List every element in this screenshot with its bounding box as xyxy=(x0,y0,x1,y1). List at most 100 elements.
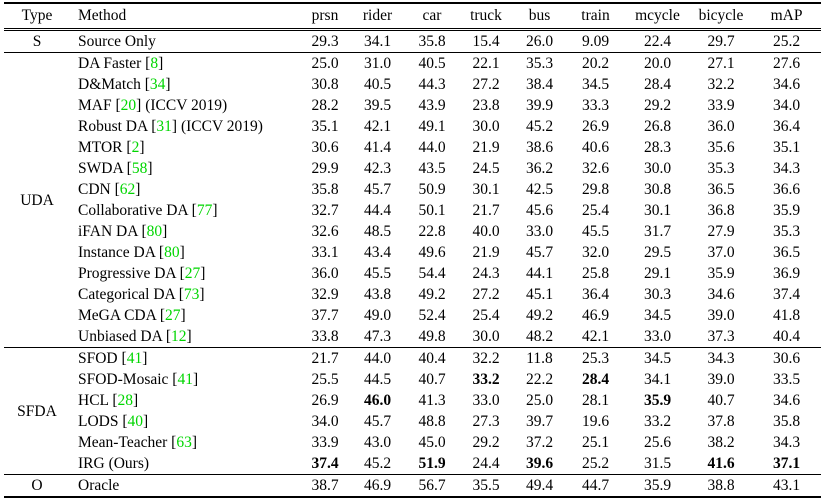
citation-link[interactable]: 80 xyxy=(164,244,180,261)
metric-cell: 41.4 xyxy=(363,139,392,156)
metric-cell: 25.0 xyxy=(311,55,339,72)
metric-cell: 43.9 xyxy=(418,97,446,114)
metric-cell: 32.0 xyxy=(581,244,610,261)
metric-cell: 33.2 xyxy=(472,371,500,388)
citation-link[interactable]: 2 xyxy=(131,139,140,156)
metric-cell: 45.7 xyxy=(525,244,554,261)
metric-cell: 35.1 xyxy=(772,139,801,156)
metric-cell: 43.8 xyxy=(363,286,392,303)
metric-cell: 31.7 xyxy=(643,223,672,240)
metric-cell: 21.9 xyxy=(472,244,500,261)
table-row: SFOD-Mosaic [41] 25.5 44.5 40.7 33.2 22.2 28.4… xyxy=(4,369,821,390)
metric-cell: 46.9 xyxy=(581,307,610,324)
metric-cell: 20.0 xyxy=(643,55,672,72)
metric-cell: 38.2 xyxy=(707,434,735,451)
citation-link[interactable]: 20 xyxy=(120,97,137,114)
metric-cell: 34.5 xyxy=(643,307,672,324)
citation-link[interactable]: 31 xyxy=(156,118,172,135)
type-group-label-sfda: SFDA xyxy=(4,347,70,475)
metric-cell: 35.9 xyxy=(625,474,690,498)
method-cell: Oracle xyxy=(70,474,300,498)
metric-cell: 21.7 xyxy=(311,350,339,367)
metric-cell: 25.6 xyxy=(643,434,672,451)
metric-cell: 36.5 xyxy=(707,181,735,198)
citation-link[interactable]: 62 xyxy=(119,181,136,198)
column-header-method: Method xyxy=(70,3,300,31)
metric-cell: 39.7 xyxy=(525,413,554,430)
table-row: SWDA [58] 29.9 42.3 43.5 24.5 36.2 32.6 30.0 35.… xyxy=(4,158,821,179)
metric-cell: 37.0 xyxy=(707,244,735,261)
metric-cell: 31.0 xyxy=(363,55,392,72)
column-header-mcycle: mcycle xyxy=(625,3,690,31)
metric-cell: 56.7 xyxy=(405,474,459,498)
citation-link[interactable]: 80 xyxy=(146,223,163,240)
metric-cell: 33.8 xyxy=(300,326,350,348)
metric-cell: 49.1 xyxy=(418,118,446,135)
metric-cell: 36.0 xyxy=(707,118,735,135)
metric-cell: 49.2 xyxy=(525,307,554,324)
metric-cell: 37.4 xyxy=(772,286,801,303)
citation-link[interactable]: 28 xyxy=(117,392,133,409)
metric-cell: 45.2 xyxy=(350,453,405,475)
metric-cell: 25.0 xyxy=(525,392,554,409)
citation-link[interactable]: 73 xyxy=(183,286,200,303)
column-header-prsn: prsn xyxy=(300,3,350,31)
metric-cell: 28.4 xyxy=(581,371,610,388)
metric-cell: 41.3 xyxy=(418,392,446,409)
metric-cell: 32.2 xyxy=(472,350,500,367)
metric-cell: 25.2 xyxy=(566,453,625,475)
column-header-truck: truck xyxy=(459,3,513,31)
citation-link[interactable]: 34 xyxy=(149,76,166,93)
metric-cell: 48.8 xyxy=(418,413,446,430)
metric-cell: 30.1 xyxy=(643,202,672,219)
metric-cell: 45.7 xyxy=(363,413,392,430)
metric-cell: 50.9 xyxy=(418,181,446,198)
metric-cell: 43.4 xyxy=(363,244,392,261)
metric-cell: 36.9 xyxy=(772,265,801,282)
citation-link[interactable]: 41 xyxy=(177,371,193,388)
metric-cell: 44.1 xyxy=(525,265,554,282)
metric-cell: 33.0 xyxy=(472,392,500,409)
metric-cell: 36.4 xyxy=(581,286,610,303)
table-row: HCL [28] 26.9 46.0 41.3 33.0 25.0 28.1 35.9 40.7… xyxy=(4,390,821,411)
citation-link[interactable]: 63 xyxy=(176,434,192,451)
metric-cell: 40.5 xyxy=(363,76,392,93)
citation-link[interactable]: 41 xyxy=(126,350,143,367)
table-row: D&Match [34] 30.8 40.5 44.3 27.2 38.4 34.5 28.4… xyxy=(4,74,821,95)
metric-cell: 27.1 xyxy=(707,55,735,72)
metric-cell: 29.7 xyxy=(690,29,752,53)
metric-cell: 34.3 xyxy=(772,434,801,451)
table-row: Categorical DA [73] 32.9 43.8 49.2 27.2 45.1 3… xyxy=(4,284,821,305)
metric-cell: 33.9 xyxy=(311,434,339,451)
metric-cell: 30.0 xyxy=(472,118,500,135)
metric-cell: 38.6 xyxy=(525,139,554,156)
metric-cell: 36.2 xyxy=(525,160,554,177)
citation-link[interactable]: 27 xyxy=(184,265,201,282)
metric-cell: 40.4 xyxy=(752,326,821,348)
metric-cell: 45.7 xyxy=(363,181,392,198)
citation-link[interactable]: 58 xyxy=(131,160,148,177)
method-cell: MeGA CDA [27] xyxy=(78,307,186,324)
metric-cell: 34.0 xyxy=(772,97,801,114)
metric-cell: 45.1 xyxy=(525,286,554,303)
citation-link[interactable]: 27 xyxy=(165,307,181,324)
metric-cell: 51.9 xyxy=(405,453,459,475)
table-header: Type Method prsn rider car truck bus train mcycl… xyxy=(4,3,821,31)
citation-link[interactable]: 77 xyxy=(196,202,213,219)
metric-cell: 40.7 xyxy=(418,371,446,388)
metric-cell: 25.2 xyxy=(752,29,821,53)
metric-cell: 26.0 xyxy=(513,29,566,53)
citation-link[interactable]: 40 xyxy=(127,413,144,430)
metric-cell: 42.1 xyxy=(363,118,392,135)
column-header-car: car xyxy=(405,3,459,31)
metric-cell: 37.3 xyxy=(690,326,752,348)
citation-link[interactable]: 12 xyxy=(171,328,187,345)
metric-cell: 24.5 xyxy=(472,160,500,177)
metric-cell: 29.1 xyxy=(643,265,672,282)
citation-link[interactable]: 8 xyxy=(150,55,159,72)
metric-cell: 21.9 xyxy=(472,139,500,156)
metric-cell: 19.6 xyxy=(581,413,610,430)
metric-cell: 49.4 xyxy=(513,474,566,498)
metric-cell: 32.6 xyxy=(581,160,610,177)
metric-cell: 40.7 xyxy=(707,392,735,409)
